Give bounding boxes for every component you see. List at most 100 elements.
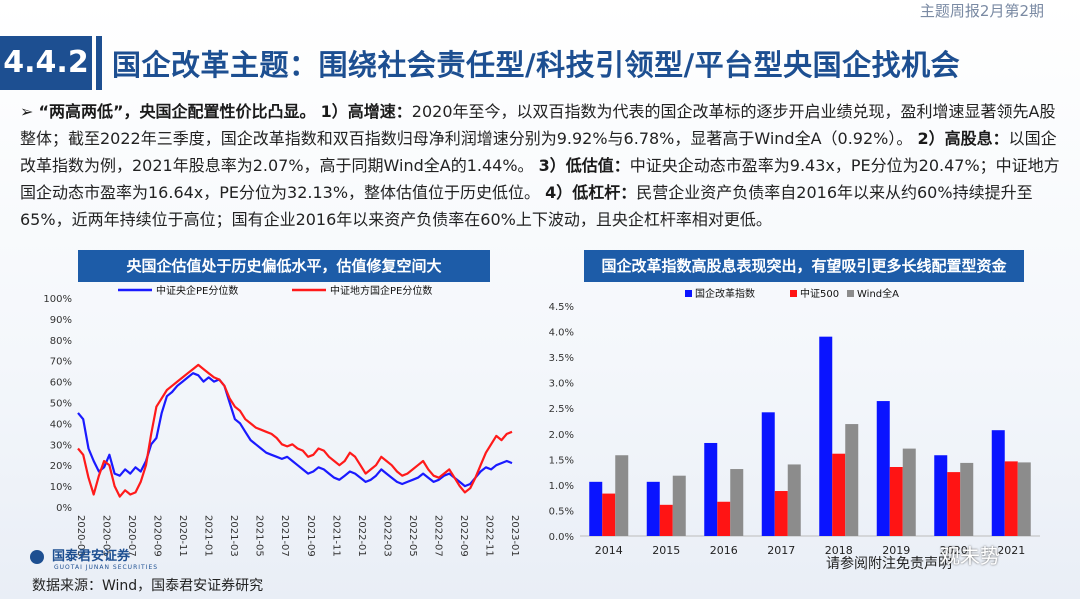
bar [672, 475, 686, 536]
x-tick-label: 2020-05 [101, 515, 112, 557]
section-divider [96, 36, 102, 90]
y-tick-label: 0.5% [549, 506, 574, 517]
y-tick-label: 4.5% [549, 302, 574, 313]
x-tick-label: 2021-11 [330, 515, 341, 557]
x-tick-label: 2022-05 [407, 515, 418, 557]
y-tick-label: 60% [50, 378, 72, 389]
bar [589, 481, 603, 536]
bar [1004, 461, 1018, 536]
x-tick-label: 2014 [595, 544, 623, 557]
y-tick-label: 40% [50, 419, 72, 430]
legend-label: 中证地方国企PE分位数 [330, 284, 432, 297]
bar [646, 481, 660, 536]
bar [889, 467, 903, 536]
point-1-text: 2020年至今，以双百指数为代表的国企改革标的逐步开启业绩兑现，盈利增速显著领先… [20, 102, 1056, 148]
bar [960, 462, 974, 536]
point-4-label: 4）低杠杆： [545, 183, 637, 202]
y-tick-label: 100% [43, 294, 72, 305]
y-tick-label: 80% [50, 336, 72, 347]
x-tick-label: 2022-11 [483, 515, 494, 557]
legend-label: 国企改革指数 [695, 287, 755, 300]
x-tick-label: 2021-07 [279, 515, 290, 557]
y-tick-label: 10% [50, 482, 72, 493]
slide-header: 4.4.2 国企改革主题：围绕社会责任型/科技引领型/平台型央国企找机会 [0, 36, 1080, 90]
y-tick-label: 50% [50, 399, 72, 410]
x-tick-label: 2018 [825, 544, 853, 557]
intro-text: “两高两低”，央国企配置性价比凸显。 [38, 102, 316, 121]
bar [947, 472, 961, 536]
section-number: 4.4.2 [0, 36, 92, 90]
bar [902, 448, 916, 536]
data-source: 数据来源：Wind，国泰君安证券研究 [32, 578, 264, 594]
company-logo: 国泰君安证券 GUOTAI JUNAN SECURITIES [30, 545, 158, 571]
summary-paragraph: ➢ “两高两低”，央国企配置性价比凸显。 1）高增速：2020年至今，以双百指数… [20, 98, 1064, 233]
legend-label: 中证500 [800, 287, 839, 300]
point-3-text: 中证央企动态市盈率为9.43x，PE分位为20.47%；中证地方国企动态市盈率为… [20, 156, 1060, 202]
x-tick-label: 2021-05 [254, 515, 265, 557]
point-2-label: 2）高股息： [917, 129, 1009, 148]
y-tick-label: 90% [50, 315, 72, 326]
x-tick-label: 2017 [767, 544, 795, 557]
left-chart-title: 央国企估值处于历史偏低水平，估值修复空间大 [78, 250, 490, 282]
bar [774, 491, 788, 536]
watermark: 观未势 [940, 544, 1000, 568]
y-tick-label: 3.0% [549, 379, 574, 390]
x-tick-label: 2020-09 [152, 515, 163, 557]
x-tick-label: 2019 [882, 544, 910, 557]
bar [819, 336, 833, 536]
x-tick-label: 2020-07 [126, 515, 137, 557]
legend-swatch [685, 290, 692, 297]
bar [832, 453, 846, 536]
y-tick-label: 70% [50, 357, 72, 368]
bar [659, 504, 673, 536]
legend-swatch [847, 290, 854, 297]
bar [787, 464, 801, 536]
bar [934, 455, 948, 536]
y-tick-label: 2.5% [549, 404, 574, 415]
y-tick-label: 2.0% [549, 430, 574, 441]
disclaimer-note: 请参阅附注免责声明 [826, 556, 952, 572]
y-tick-label: 1.0% [549, 481, 574, 492]
x-tick-label: 2023-01 [509, 515, 520, 557]
x-tick-label: 2021-03 [228, 515, 239, 557]
x-tick-label: 2022-03 [381, 515, 392, 557]
point-2-text: 以国企改革指数为例，2021年股息率为2.07%，高于同期Wind全A的1.44… [20, 129, 1057, 175]
x-tick-label: 2020 [940, 544, 968, 557]
bar [1017, 462, 1031, 536]
y-tick-label: 0% [56, 503, 72, 514]
report-tag: 主题周报2月第2期 [919, 2, 1044, 20]
bar [730, 469, 744, 536]
legend-label: 中证央企PE分位数 [156, 284, 238, 297]
dividend-yield-bar-chart: 0.0% 0.5% 1.0% 1.5% 2.0% 2.5% 3.0% 3.5% 4.0% 4.5%… [549, 287, 1040, 557]
series-line [77, 372, 513, 488]
pe-percentile-line-chart: 0% 10% 20% 30% 40% 50% 60% 70% 80% 90% 100% 2020-03… [43, 284, 520, 557]
x-tick-label: 2016 [710, 544, 738, 557]
bar [761, 412, 775, 536]
x-tick-label: 2022-09 [458, 515, 469, 557]
bar [602, 493, 616, 536]
slide-title: 国企改革主题：围绕社会责任型/科技引领型/平台型央国企找机会 [112, 48, 961, 82]
series-line [77, 363, 513, 498]
bar [704, 442, 718, 536]
x-tick-label: 2020-03 [75, 515, 86, 557]
legend-label: Wind全A [857, 287, 899, 300]
y-tick-label: 20% [50, 461, 72, 472]
y-tick-label: 30% [50, 440, 72, 451]
bar [615, 455, 629, 536]
x-tick-label: 2022-07 [432, 515, 443, 557]
x-tick-label: 2015 [652, 544, 680, 557]
y-tick-label: 0.0% [549, 532, 574, 543]
bullet-arrow-icon: ➢ [20, 102, 39, 121]
x-tick-label: 2021-09 [305, 515, 316, 557]
x-tick-label: 2021-01 [203, 515, 214, 557]
bar [876, 401, 890, 536]
y-tick-label: 1.5% [549, 455, 574, 466]
bar [991, 430, 1005, 536]
right-chart-title: 国企改革指数高股息表现突出，有望吸引更多长线配置型资金 [584, 250, 1024, 282]
logo-mark-icon [30, 549, 44, 564]
y-tick-label: 3.5% [549, 353, 574, 364]
bar [845, 424, 859, 536]
legend-swatch [790, 290, 797, 297]
x-tick-label: 2022-01 [356, 515, 367, 557]
x-tick-label: 2021 [997, 544, 1025, 557]
